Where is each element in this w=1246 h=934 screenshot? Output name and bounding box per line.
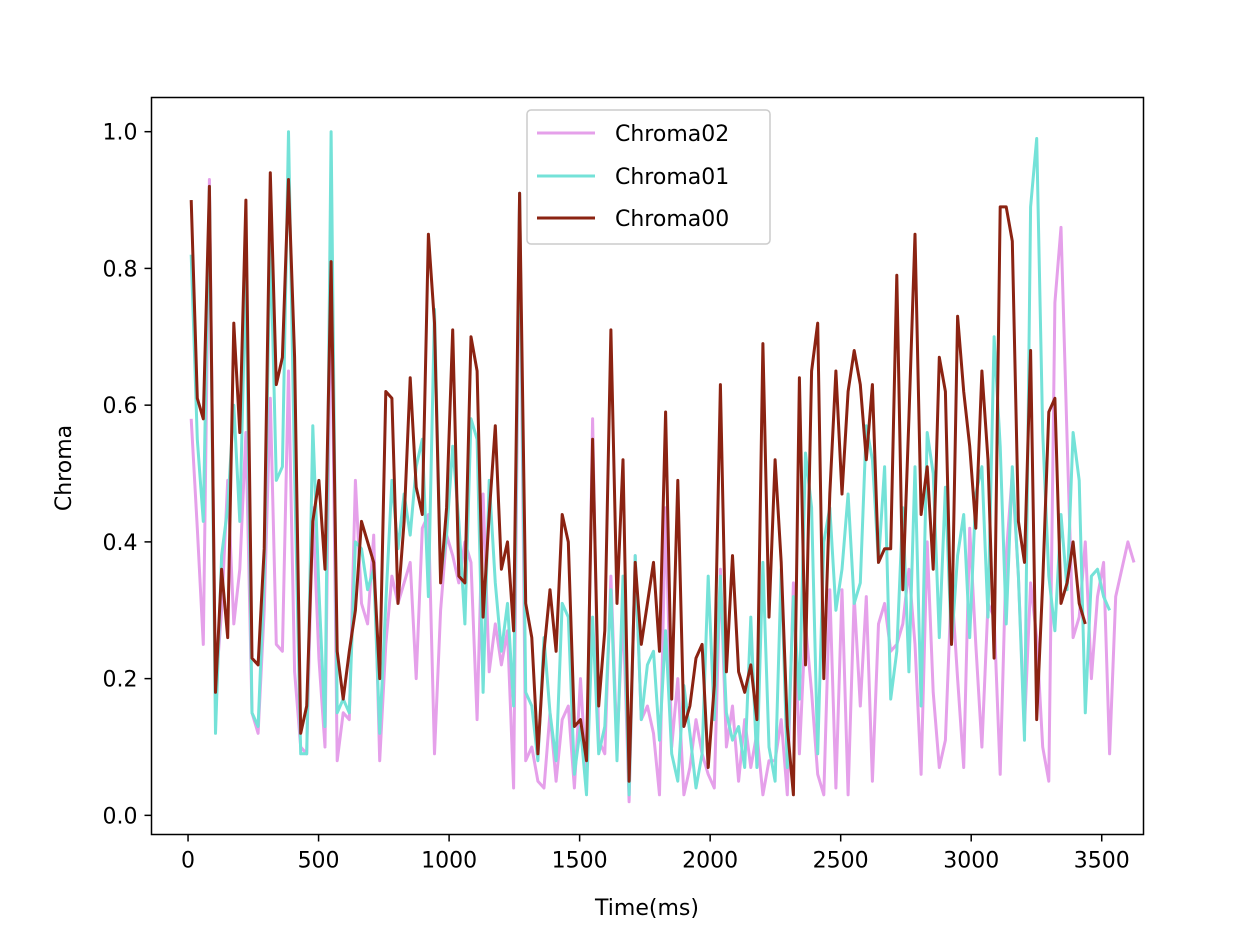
legend-label-chroma00: Chroma00 [615, 207, 729, 232]
y-tick-label: 0.4 [103, 531, 138, 556]
y-tick-label: 0.0 [103, 804, 138, 829]
plot-frame [150, 96, 1145, 836]
x-axis-label: Time(ms) [594, 896, 699, 921]
legend-label-chroma01: Chroma01 [615, 165, 729, 190]
series-line-chroma00 [189, 171, 1087, 797]
x-tick-label: 3000 [943, 849, 999, 874]
x-tick-label: 1000 [421, 849, 477, 874]
legend-box [526, 109, 771, 245]
series-line-chroma02 [189, 178, 1136, 804]
legend-label-chroma02: Chroma02 [615, 122, 729, 147]
x-axis: 0 500 1000 1500 2000 2500 3000 3500 [181, 834, 1130, 874]
y-axis-label: Chroma [52, 425, 77, 511]
y-axis: 0.0 0.2 0.4 0.6 0.8 1.0 [103, 121, 152, 829]
x-tick-label: 0 [181, 849, 195, 874]
y-tick-label: 0.2 [103, 668, 138, 693]
x-tick-label: 2500 [813, 849, 869, 874]
x-tick-label: 500 [298, 849, 340, 874]
y-tick-label: 0.8 [103, 257, 138, 282]
x-tick-label: 1500 [552, 849, 608, 874]
y-tick-label: 0.6 [103, 394, 138, 419]
series-line-chroma01 [189, 130, 1111, 797]
series-layer [189, 130, 1136, 804]
x-tick-label: 3500 [1074, 849, 1130, 874]
legend: Chroma02 Chroma01 Chroma00 [526, 109, 771, 245]
x-tick-label: 2000 [682, 849, 738, 874]
y-tick-label: 1.0 [103, 121, 138, 146]
